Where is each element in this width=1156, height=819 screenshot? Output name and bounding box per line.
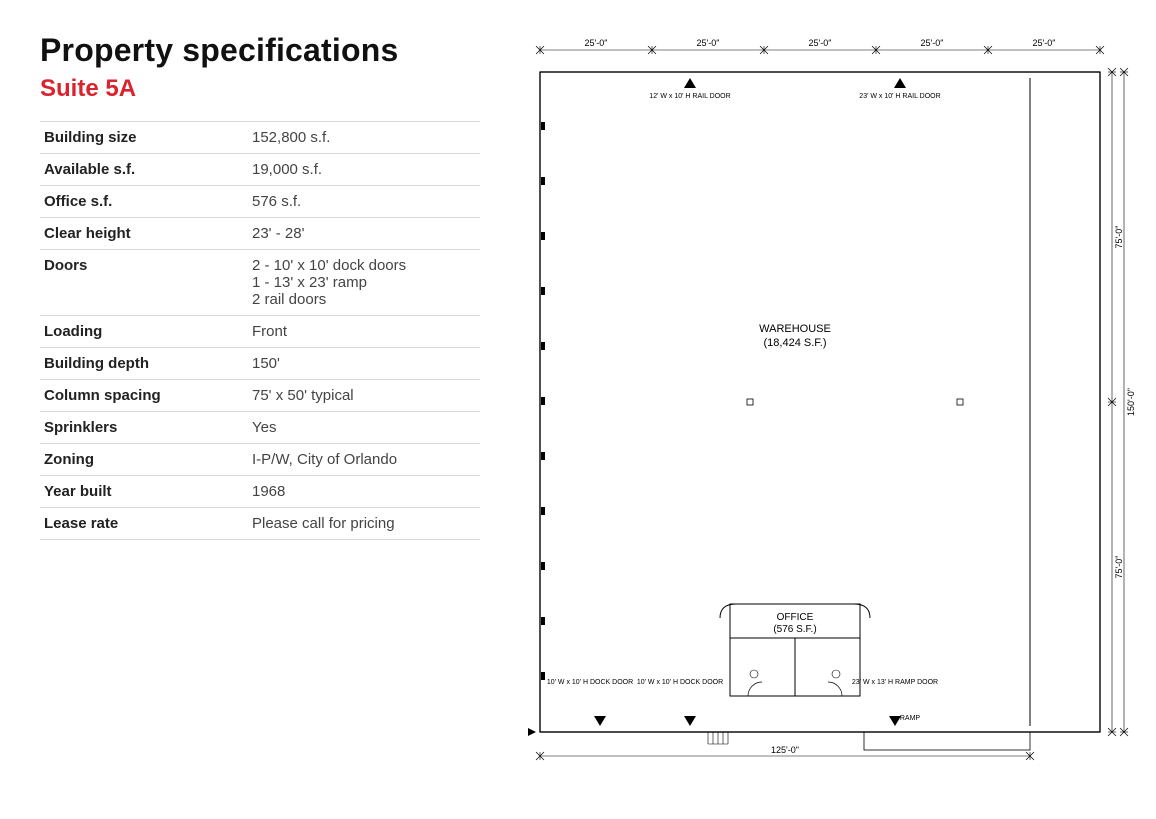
spec-row: Available s.f.19,000 s.f.	[40, 154, 480, 186]
spec-label: Loading	[40, 316, 248, 348]
svg-text:25'-0": 25'-0"	[585, 38, 608, 48]
spec-row: Year built1968	[40, 476, 480, 508]
specifications-table: Building size152,800 s.f.Available s.f.1…	[40, 121, 480, 540]
svg-text:12' W x 10' H RAIL DOOR: 12' W x 10' H RAIL DOOR	[649, 93, 730, 100]
spec-value: 75' x 50' typical	[248, 380, 480, 412]
floorplan-diagram: 25'-0" 25'-0" 25'-0" 25'-0" 25'-0" 75'-0" 75'-…	[500, 32, 1150, 772]
spec-value: I-P/W, City of Orlando	[248, 444, 480, 476]
spec-value: 150'	[248, 348, 480, 380]
spec-row: ZoningI-P/W, City of Orlando	[40, 444, 480, 476]
spec-row: Lease ratePlease call for pricing	[40, 508, 480, 540]
spec-value: Front	[248, 316, 480, 348]
spec-label: Clear height	[40, 218, 248, 250]
svg-text:150'-0": 150'-0"	[1126, 388, 1136, 416]
spec-row: Building depth150'	[40, 348, 480, 380]
spec-value: 2 - 10' x 10' dock doors 1 - 13' x 23' r…	[248, 250, 480, 316]
spec-label: Lease rate	[40, 508, 248, 540]
spec-value: 576 s.f.	[248, 186, 480, 218]
svg-text:75'-0": 75'-0"	[1114, 226, 1124, 249]
spec-label: Sprinklers	[40, 412, 248, 444]
spec-row: Clear height23' - 28'	[40, 218, 480, 250]
svg-text:23' W x 13' H RAMP DOOR: 23' W x 13' H RAMP DOOR	[852, 679, 938, 686]
svg-text:25'-0": 25'-0"	[921, 38, 944, 48]
spec-row: SprinklersYes	[40, 412, 480, 444]
svg-text:10' W x 10' H DOCK DOOR: 10' W x 10' H DOCK DOOR	[547, 679, 633, 686]
spec-value: Please call for pricing	[248, 508, 480, 540]
svg-text:OFFICE: OFFICE	[777, 612, 814, 623]
spec-label: Building depth	[40, 348, 248, 380]
spec-label: Column spacing	[40, 380, 248, 412]
spec-label: Building size	[40, 122, 248, 154]
page-title: Property specifications	[40, 32, 480, 69]
spec-value: 152,800 s.f.	[248, 122, 480, 154]
svg-text:25'-0": 25'-0"	[697, 38, 720, 48]
spec-row: Building size152,800 s.f.	[40, 122, 480, 154]
spec-label: Office s.f.	[40, 186, 248, 218]
spec-row: Column spacing75' x 50' typical	[40, 380, 480, 412]
svg-text:10' W x 10' H DOCK DOOR: 10' W x 10' H DOCK DOOR	[637, 679, 723, 686]
svg-text:WAREHOUSE: WAREHOUSE	[759, 323, 831, 335]
spec-value: 19,000 s.f.	[248, 154, 480, 186]
page-subtitle: Suite 5A	[40, 75, 480, 103]
spec-value: 23' - 28'	[248, 218, 480, 250]
svg-text:25'-0": 25'-0"	[1033, 38, 1056, 48]
svg-text:75'-0": 75'-0"	[1114, 556, 1124, 579]
spec-label: Zoning	[40, 444, 248, 476]
spec-label: Year built	[40, 476, 248, 508]
spec-row: Office s.f.576 s.f.	[40, 186, 480, 218]
spec-label: Available s.f.	[40, 154, 248, 186]
svg-text:RAMP: RAMP	[900, 715, 921, 722]
right-column: 25'-0" 25'-0" 25'-0" 25'-0" 25'-0" 75'-0" 75'-…	[480, 32, 1150, 787]
svg-text:125'-0": 125'-0"	[771, 745, 799, 755]
spec-value: 1968	[248, 476, 480, 508]
spec-row: LoadingFront	[40, 316, 480, 348]
left-column: Property specifications Suite 5A Buildin…	[40, 32, 480, 787]
svg-text:23' W x 10' H RAIL DOOR: 23' W x 10' H RAIL DOOR	[859, 93, 940, 100]
spec-label: Doors	[40, 250, 248, 316]
svg-text:(18,424 S.F.): (18,424 S.F.)	[764, 337, 827, 349]
svg-text:(576 S.F.): (576 S.F.)	[773, 624, 816, 635]
spec-value: Yes	[248, 412, 480, 444]
svg-text:25'-0": 25'-0"	[809, 38, 832, 48]
spec-row: Doors2 - 10' x 10' dock doors 1 - 13' x …	[40, 250, 480, 316]
